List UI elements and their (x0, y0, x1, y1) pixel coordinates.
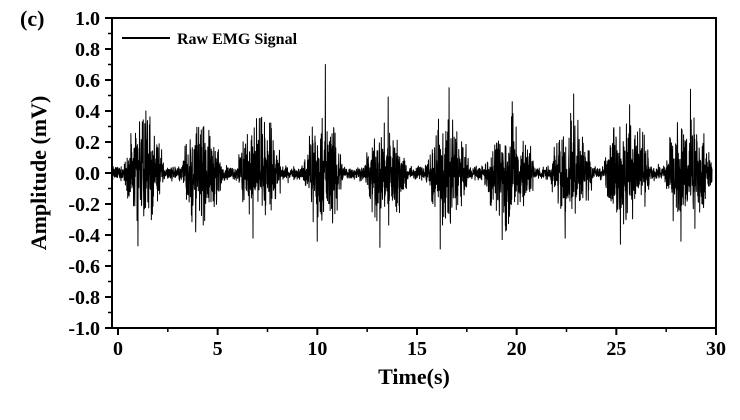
y-tick-label: 1.0 (75, 8, 100, 30)
panel-label: (c) (20, 6, 44, 31)
x-tick-label: 20 (507, 338, 527, 360)
x-tick-label: 15 (407, 338, 427, 360)
axes-layer: 0 5 10 15 20 25 30 -1.0 -0.8 -0.6 -0.4 -0.2 0.0 0.2 0.… (68, 8, 726, 360)
x-tick-label: 25 (606, 338, 626, 360)
y-axis-title: Amplitude (mV) (26, 96, 51, 251)
y-tick-label: 0.8 (75, 39, 100, 61)
y-tick-label: -0.4 (68, 225, 100, 247)
x-axis-title: Time(s) (378, 364, 450, 389)
y-tick-label: -1.0 (68, 318, 100, 340)
x-tick-label: 10 (307, 338, 327, 360)
legend: Raw EMG Signal (122, 31, 298, 48)
x-tick-label: 0 (113, 338, 123, 360)
series-line-raw-emg-signal (111, 64, 713, 250)
signal-layer (111, 64, 713, 250)
legend-entry-raw-emg-signal: Raw EMG Signal (177, 31, 298, 48)
x-tick-label: 30 (706, 338, 726, 360)
y-tick-label: -0.6 (68, 256, 100, 278)
y-tick-label: 0.6 (75, 70, 100, 92)
y-tick-label: -0.2 (68, 194, 100, 216)
y-tick-label: -0.8 (68, 287, 100, 309)
y-tick-label: 0.2 (75, 132, 100, 154)
y-tick-label: 0.0 (75, 163, 100, 185)
y-tick-label: 0.4 (75, 101, 100, 123)
x-tick-label: 5 (213, 338, 223, 360)
